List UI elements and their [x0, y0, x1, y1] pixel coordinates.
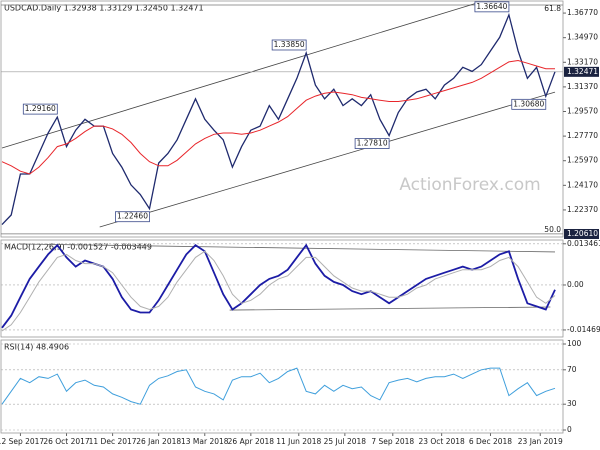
x-tick-label: 25 Jul 2018 — [324, 437, 367, 446]
annotation: 1.29160 — [22, 103, 58, 115]
y-tick-label: 1.29570 — [567, 107, 598, 116]
panel-title: RSI(14) 48.4906 — [4, 343, 69, 352]
y-tick-label: 1.22370 — [567, 205, 598, 214]
y-tick-label: 1.27770 — [567, 131, 598, 140]
level-label: 61.8 — [544, 4, 561, 13]
annotation: 1.22460 — [115, 211, 150, 223]
panel-frame — [0, 0, 564, 238]
y-tick-label: 0.013461 — [567, 239, 600, 248]
annotation-box — [22, 103, 58, 115]
annotation: 1.27810 — [354, 138, 390, 149]
price-label: 1.32471 — [567, 67, 598, 76]
price-label: 1.20610 — [567, 229, 598, 238]
annotation-box — [474, 1, 510, 13]
y-tick-label: 1.24170 — [567, 180, 598, 189]
x-tick-label: 6 Dec 2018 — [469, 437, 512, 446]
y-tick-label: 1.36770 — [567, 8, 598, 17]
y-tick-label: 1.31370 — [567, 82, 598, 91]
trend-line — [1, 1, 481, 149]
y-tick-label: 30 — [567, 399, 577, 408]
watermark: ActionForex.com — [399, 175, 540, 195]
y-tick-label: 1.25970 — [567, 156, 598, 165]
annotation-label: 1.33850 — [274, 40, 305, 49]
x-tick-label: 13 Mar 2018 — [181, 437, 229, 446]
annotation-label: 1.27810 — [357, 139, 388, 148]
x-tick-label: 23 Jan 2019 — [518, 437, 563, 446]
panel-frame — [0, 339, 564, 434]
series-line — [1, 59, 555, 175]
annotation-label: 1.29160 — [25, 104, 56, 113]
series-line — [1, 367, 556, 405]
panel-title: MACD(12,26,9) -0.001527 -0.003449 — [4, 243, 152, 252]
annotation-box — [115, 211, 150, 223]
series-line — [1, 250, 556, 332]
trend-line — [99, 91, 556, 228]
trend-line — [229, 306, 551, 311]
x-tick-label: 23 Oct 2018 — [418, 437, 465, 446]
x-tick-label: 7 Sep 2018 — [371, 437, 414, 446]
y-tick-label: 100 — [567, 339, 582, 348]
annotation: 1.30680 — [511, 98, 547, 110]
level-label: 50.0 — [544, 225, 561, 234]
annotation: 1.33850 — [271, 39, 307, 51]
panel-title: USDCAD.Daily 1.32938 1.33129 1.32450 1.3… — [4, 4, 204, 13]
price-label-box — [564, 228, 599, 239]
y-tick-label: 1.33170 — [567, 57, 598, 66]
x-tick-label: 12 Sep 2017 — [0, 437, 44, 446]
x-tick-label: 11 Jun 2018 — [276, 437, 321, 446]
x-tick-label: 26 Apr 2018 — [228, 437, 275, 446]
annotation-box — [354, 138, 390, 149]
trend-line — [19, 243, 556, 253]
panel-frame — [0, 239, 564, 338]
annotation-label: 1.36640 — [476, 2, 507, 11]
annotation-box — [511, 98, 547, 110]
price-label-box — [564, 66, 599, 77]
annotation-label: 1.22460 — [117, 212, 148, 221]
annotation-label: 1.30680 — [513, 99, 544, 108]
x-tick-label: 26 Oct 2017 — [43, 437, 90, 446]
y-tick-label: 0.00 — [567, 280, 584, 289]
x-tick-label: 11 Dec 2017 — [89, 437, 137, 446]
annotation: 1.36640 — [474, 1, 510, 13]
x-tick-label: 26 Jan 2018 — [136, 437, 181, 446]
series-line — [1, 243, 556, 329]
y-tick-label: 70 — [567, 365, 577, 374]
y-tick-label: 1.34970 — [567, 33, 598, 42]
y-tick-label: -0.014694 — [567, 325, 600, 334]
y-tick-label: 0 — [567, 425, 572, 434]
annotation-box — [271, 39, 307, 51]
